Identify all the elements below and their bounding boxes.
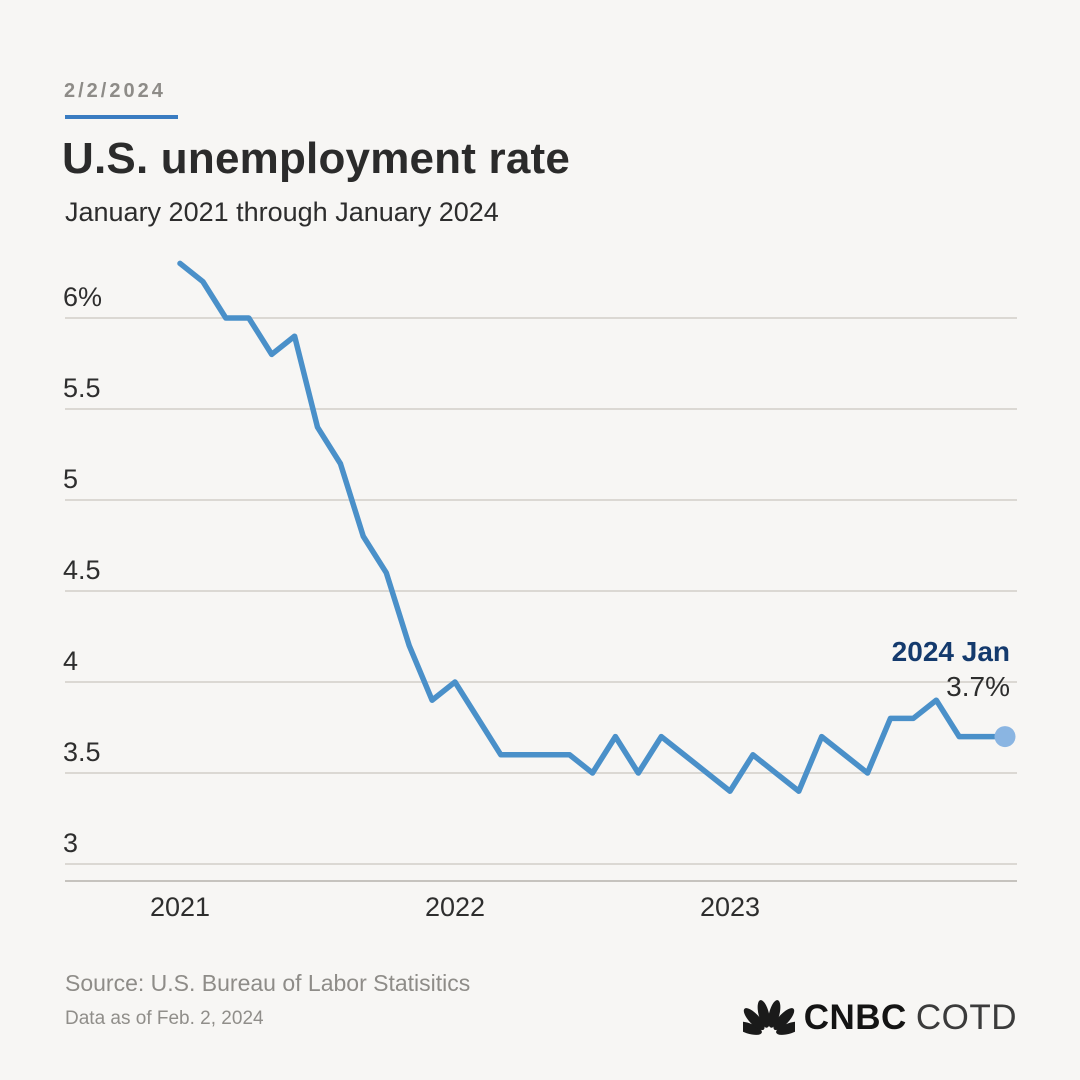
accent-underline: [65, 115, 178, 119]
page-title: U.S. unemployment rate: [62, 134, 571, 183]
page-subtitle: January 2021 through January 2024: [65, 197, 499, 227]
source-text: Source: U.S. Bureau of Labor Statisitics: [65, 970, 471, 996]
date-label: 2/2/2024: [64, 80, 166, 102]
annotation-date-label: 2024 Jan: [891, 636, 1010, 667]
brand-lockup: CNBC COTD: [742, 996, 1017, 1039]
brand-name: CNBC: [803, 997, 907, 1037]
endpoint-annotation: 2024 Jan 3.7%: [892, 634, 1010, 704]
data-as-of-text: Data as of Feb. 2, 2024: [65, 1008, 264, 1029]
brand-suffix: COTD: [915, 997, 1017, 1037]
annotation-value-label: 3.7%: [946, 671, 1010, 702]
peacock-icon: [742, 1000, 795, 1035]
